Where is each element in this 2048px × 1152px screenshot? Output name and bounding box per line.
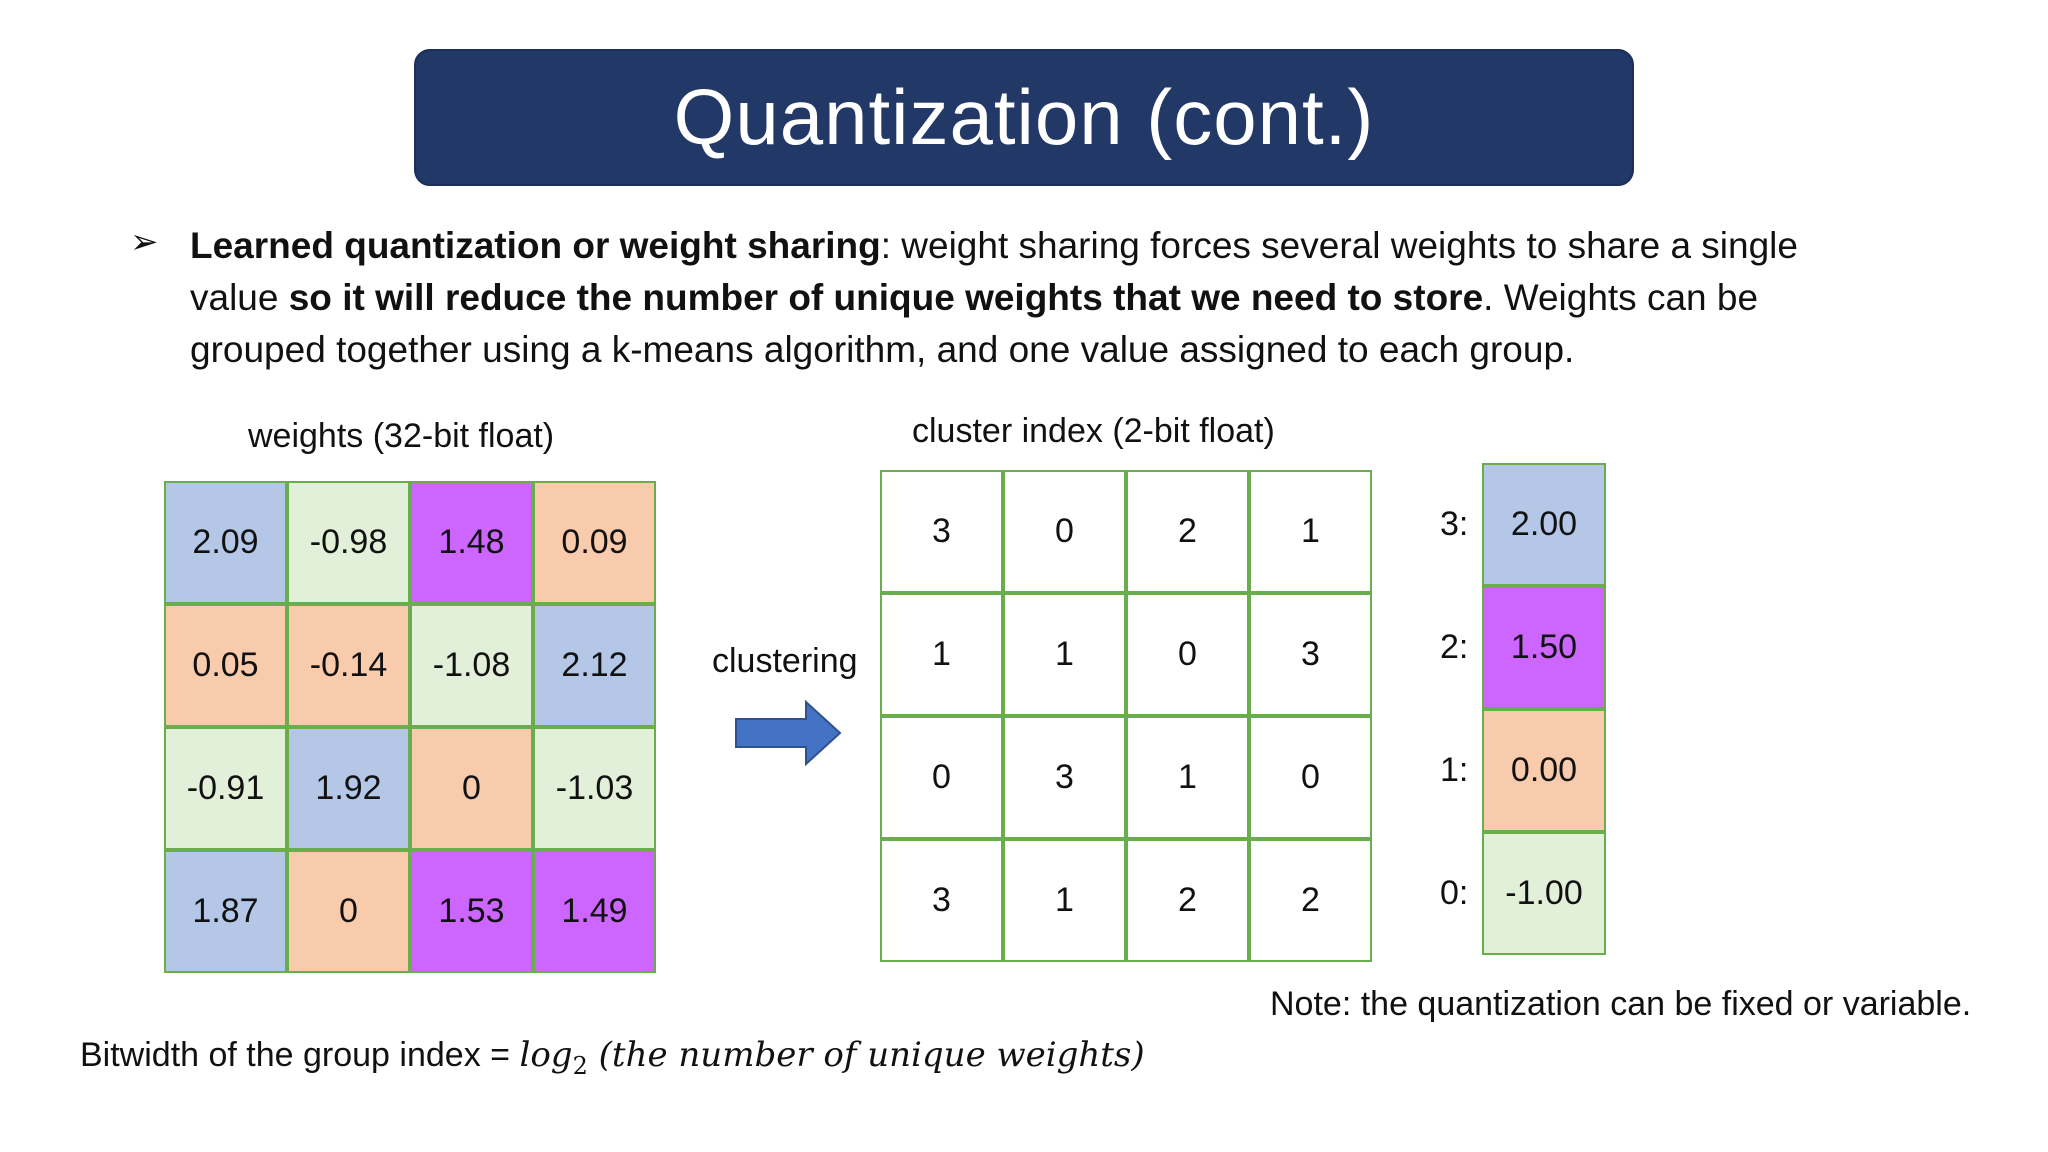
weight-cell: 1.49 [533, 850, 656, 973]
weights-matrix: 2.09 -0.98 1.48 0.09 0.05 -0.14 -1.08 2.12 -0.91… [164, 481, 656, 973]
cluster-index-cell: 0 [880, 716, 1003, 839]
bullet-point: ➢ Learned quantization or weight sharing… [130, 220, 1870, 376]
centroid-table: 2.00 1.50 0.00 -1.00 [1482, 463, 1606, 955]
cluster-index-cell: 1 [880, 593, 1003, 716]
weight-cell: -1.03 [533, 727, 656, 850]
cluster-index-cell: 0 [1003, 470, 1126, 593]
weight-cell: 0.09 [533, 481, 656, 604]
weight-cell: 0.05 [164, 604, 287, 727]
bitwidth-formula: Bitwidth of the group index = log2 (the … [80, 1035, 1145, 1080]
cluster-index-cell: 3 [880, 470, 1003, 593]
formula-prefix: Bitwidth of the group index = [80, 1036, 520, 1074]
cluster-index-cell: 3 [1003, 716, 1126, 839]
centroid-index-label: 2: [1440, 628, 1469, 666]
bullet-text-part1: : weight sharing forces several weights … [190, 225, 1798, 318]
weight-cell: -0.91 [164, 727, 287, 850]
cluster-index-cell: 1 [1003, 839, 1126, 962]
centroid-index-label: 0: [1440, 874, 1469, 912]
weight-cell: -0.14 [287, 604, 410, 727]
centroid-value-cell: 1.50 [1482, 586, 1606, 709]
cluster-index-label: cluster index (2-bit float) [912, 412, 1275, 450]
centroid-value-cell: -1.00 [1482, 832, 1606, 955]
clustering-label: clustering [712, 642, 858, 680]
cluster-index-cell: 3 [1249, 593, 1372, 716]
weight-cell: 2.12 [533, 604, 656, 727]
arrow-bullet-icon: ➢ [130, 223, 159, 261]
cluster-index-cell: 1 [1126, 716, 1249, 839]
cluster-index-cell: 2 [1126, 470, 1249, 593]
bullet-text-part2: . Weights can be grouped together using … [190, 277, 1759, 370]
centroid-index-label: 1: [1440, 751, 1469, 789]
title-bar: Quantization (cont.) [414, 49, 1634, 186]
centroid-value-cell: 0.00 [1482, 709, 1606, 832]
weight-cell: 0 [410, 727, 533, 850]
formula-argument: (the number of unique weights) [587, 1035, 1145, 1075]
bullet-bold-phrase: so it will reduce the number of unique w… [288, 277, 1484, 318]
centroid-value-cell: 2.00 [1482, 463, 1606, 586]
cluster-index-cell: 2 [1126, 839, 1249, 962]
weight-cell: 2.09 [164, 481, 287, 604]
formula-function: log2 (the number of unique weights) [519, 1035, 1145, 1080]
cluster-index-cell: 0 [1249, 716, 1372, 839]
cluster-index-cell: 1 [1003, 593, 1126, 716]
bullet-text: Learned quantization or weight sharing: … [190, 220, 1870, 376]
weight-cell: 1.92 [287, 727, 410, 850]
slide-title: Quantization (cont.) [673, 73, 1375, 161]
clustering-arrow-icon [735, 700, 842, 766]
weight-cell: -0.98 [287, 481, 410, 604]
cluster-index-cell: 2 [1249, 839, 1372, 962]
weight-cell: 1.48 [410, 481, 533, 604]
centroid-index-label: 3: [1440, 505, 1469, 543]
cluster-index-cell: 0 [1126, 593, 1249, 716]
cluster-index-cell: 1 [1249, 470, 1372, 593]
weight-cell: 0 [287, 850, 410, 973]
weight-cell: 1.53 [410, 850, 533, 973]
note-text: Note: the quantization can be fixed or v… [1270, 985, 1972, 1023]
cluster-index-cell: 3 [880, 839, 1003, 962]
weight-cell: 1.87 [164, 850, 287, 973]
weight-cell: -1.08 [410, 604, 533, 727]
bullet-bold-term: Learned quantization or weight sharing [190, 225, 881, 266]
weights-label: weights (32-bit float) [248, 417, 555, 455]
formula-log: log [519, 1035, 573, 1075]
formula-log-base: 2 [572, 1051, 588, 1080]
